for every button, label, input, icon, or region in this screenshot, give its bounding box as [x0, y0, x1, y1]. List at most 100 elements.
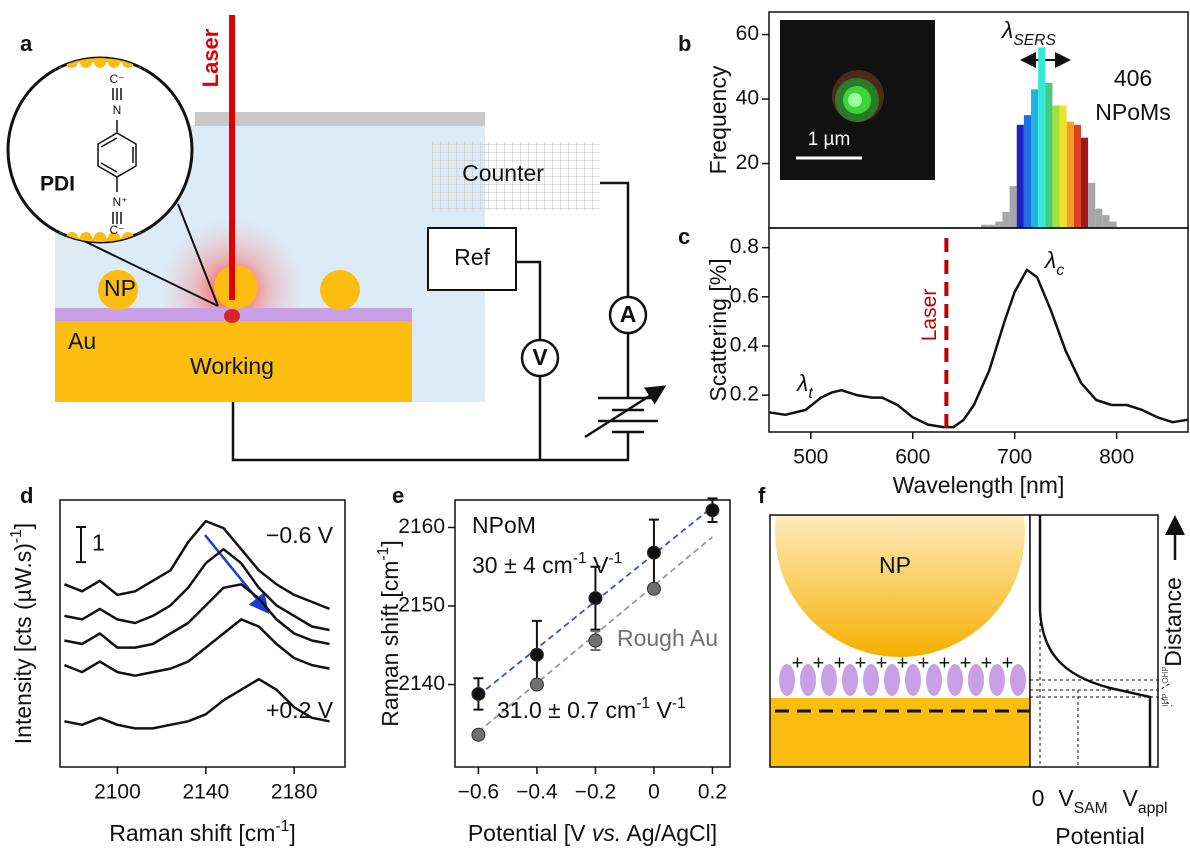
battery [598, 398, 658, 432]
lambda-sers-part: SERS [1013, 32, 1056, 49]
bar [1081, 138, 1088, 228]
potential-level: Vappl [1123, 785, 1168, 817]
bar [995, 222, 1002, 228]
bar [1031, 89, 1038, 228]
annotation-part: t [808, 385, 813, 402]
lambda-sers-part: λ [1000, 17, 1013, 43]
bar [1045, 83, 1052, 228]
x-tick-label: 2100 [94, 781, 141, 804]
nanoparticle [214, 265, 258, 309]
y-tick-label: 0.2 [730, 383, 759, 406]
x-axis-label-part: Potential [V [468, 820, 592, 846]
distance-label: Distance [1160, 577, 1186, 666]
potential-label: Potential [1055, 823, 1145, 849]
annotation: −0.6 V [266, 522, 334, 548]
data-line [64, 549, 329, 630]
bar [1067, 122, 1074, 228]
bar [1002, 212, 1009, 228]
panel-label: d [20, 483, 33, 508]
zoom-circle [8, 58, 192, 242]
np-drawing [775, 407, 1025, 657]
x-tick-label: 800 [1099, 446, 1134, 469]
bar [1060, 105, 1067, 228]
bar [1074, 125, 1081, 228]
y-tick-label: 0.4 [730, 334, 760, 357]
bar [1010, 186, 1017, 228]
atom-label: C⁻ [110, 223, 125, 237]
x-tick-label: 600 [895, 446, 930, 469]
slope-label-part: V [650, 697, 672, 723]
cover-slip [195, 112, 485, 126]
bar [1095, 209, 1102, 228]
panel-a: Laser C⁻ N N⁺ C⁻ PDI NP Au Working Cou [0, 15, 662, 460]
gold-electrode [770, 698, 1030, 767]
annotation: λt [795, 370, 813, 402]
x-tick-label: 0.2 [698, 781, 727, 804]
x-tick-label: 2140 [182, 781, 229, 804]
y-tick-label: 40 [736, 87, 759, 110]
variable-arrow [585, 388, 662, 437]
y-axis-label-part: Raman shift [cm [377, 561, 403, 727]
x-tick-label: −0.6 [458, 781, 499, 804]
y-axis-label: Intensity [cts (µW.s)-1] [8, 523, 36, 744]
lambda-sers: λSERS [1000, 17, 1056, 49]
y-tick-label: 2150 [398, 594, 445, 617]
point [647, 582, 660, 595]
series-label: Rough Au [617, 625, 718, 651]
series-label: NPoM [472, 512, 536, 538]
hotspot [224, 309, 240, 323]
slope-label-part: -1 [608, 550, 622, 567]
slope-label-part: 30 ± 4 cm [472, 552, 573, 578]
atom-label: C⁻ [110, 72, 125, 86]
slope-label: 31.0 ± 0.7 cm-1 V-1 [497, 695, 686, 723]
plane-label: IHP [1161, 693, 1170, 706]
np-label: NP [879, 552, 911, 578]
y-axis-label-part: ] [377, 540, 403, 546]
x-tick-label: −0.4 [516, 781, 558, 804]
inset-scale-label: 1 µm [808, 129, 851, 150]
bar [1052, 105, 1059, 228]
panel-label: f [758, 483, 766, 508]
laser-label: Laser [198, 28, 223, 87]
count-unit: NPoMs [1095, 99, 1170, 125]
y-tick-label: 60 [736, 22, 759, 45]
scale-bar-label: 1 [92, 530, 105, 556]
y-axis-label: Raman shift [cm-1] [375, 540, 403, 726]
x-axis-label-part: vs. [592, 820, 621, 846]
slope-label-part: V [587, 552, 609, 578]
laser-label: Laser [918, 289, 941, 342]
y-axis-label-part: -1 [8, 529, 25, 543]
x-axis-label: Potential [V vs. Ag/AgCl] [468, 820, 717, 846]
y-tick-label: 2160 [398, 515, 445, 538]
x-tick-label: 2180 [271, 781, 318, 804]
point [530, 678, 543, 691]
count-label: 406 [1114, 65, 1152, 91]
point [530, 648, 543, 661]
y-axis-label: Frequency [705, 65, 731, 174]
slope-label: 30 ± 4 cm-1 V-1 [472, 550, 622, 578]
sam-molecule [1010, 664, 1026, 696]
y-axis-label-part: -1 [375, 547, 392, 561]
y-tick-label: 0.6 [730, 284, 759, 307]
slope-label-part: -1 [636, 695, 650, 712]
x-tick-label: 0 [648, 781, 660, 804]
x-axis-label-part: Raman shift [cm [109, 820, 275, 846]
panel-label: c [678, 224, 690, 249]
figure: Laser C⁻ N N⁺ C⁻ PDI NP Au Working Cou [0, 0, 1190, 856]
nanoparticle [320, 270, 360, 310]
y-axis-label-part: ] [10, 523, 36, 529]
annotation: λc [1043, 247, 1064, 279]
y-tick-label: 0.8 [730, 235, 759, 258]
bar [1024, 115, 1031, 228]
annotation: +0.2 V [266, 697, 334, 723]
x-axis-label-part: -1 [275, 818, 289, 835]
potential-level-part: SAM [1074, 800, 1108, 817]
data-line [64, 619, 329, 675]
point [647, 546, 660, 559]
point [589, 592, 602, 605]
page: Laser C⁻ N N⁺ C⁻ PDI NP Au Working Cou [0, 0, 1190, 856]
potential-level-part: V [1058, 785, 1074, 811]
bar [1088, 183, 1095, 228]
x-axis-label-part: ] [289, 820, 295, 846]
data-line [64, 584, 329, 647]
